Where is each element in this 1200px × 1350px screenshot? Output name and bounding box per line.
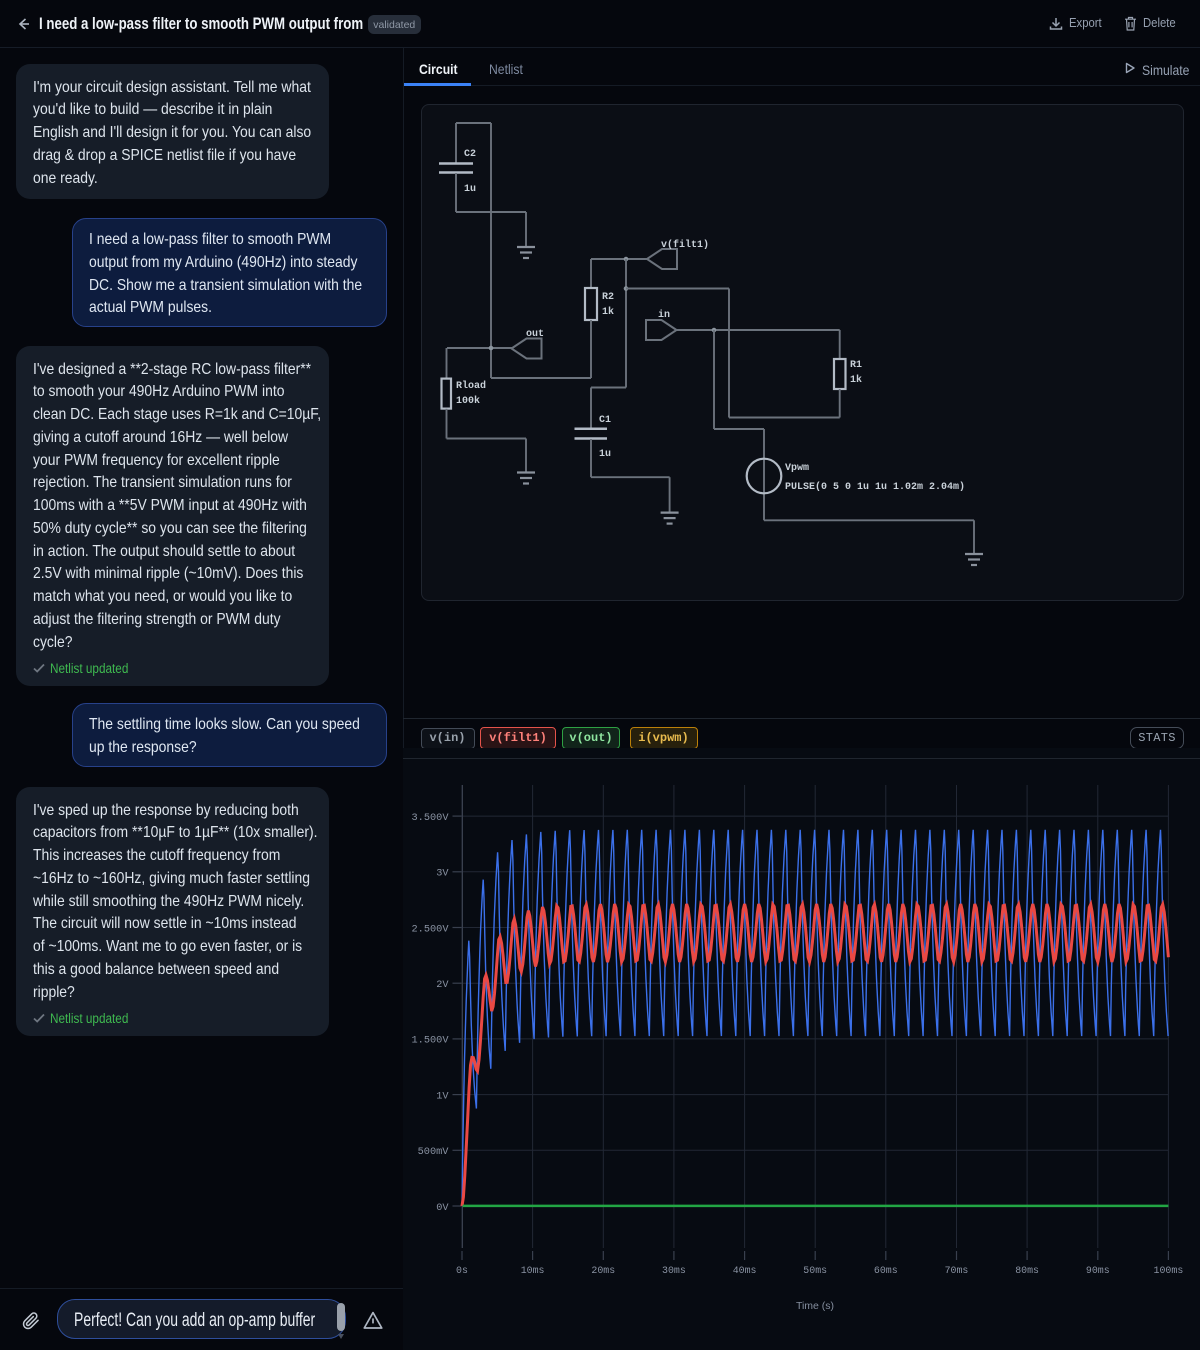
svg-text:2V: 2V xyxy=(436,979,449,991)
svg-text:10ms: 10ms xyxy=(521,1266,545,1277)
svg-text:50ms: 50ms xyxy=(803,1266,827,1277)
svg-text:R2: R2 xyxy=(602,292,614,303)
svg-text:v(filt1): v(filt1) xyxy=(661,239,709,251)
svg-text:1k: 1k xyxy=(602,306,614,318)
svg-text:3V: 3V xyxy=(436,868,449,880)
svg-text:1.500V: 1.500V xyxy=(412,1035,450,1047)
svg-text:1u: 1u xyxy=(599,449,611,460)
svg-text:out: out xyxy=(526,329,544,340)
svg-text:100k: 100k xyxy=(456,395,480,407)
svg-text:0V: 0V xyxy=(436,1202,449,1214)
svg-text:R1: R1 xyxy=(850,360,862,371)
svg-text:100ms: 100ms xyxy=(1154,1266,1184,1277)
svg-text:500mV: 500mV xyxy=(418,1146,450,1158)
svg-text:in: in xyxy=(658,309,670,321)
svg-text:80ms: 80ms xyxy=(1015,1266,1039,1277)
svg-text:3.500V: 3.500V xyxy=(412,812,450,824)
svg-text:PULSE(0 5 0 1u 1u 1.02m 2.04m): PULSE(0 5 0 1u 1u 1.02m 2.04m) xyxy=(785,481,965,493)
svg-text:Rload: Rload xyxy=(456,380,486,392)
svg-text:70ms: 70ms xyxy=(945,1266,969,1277)
svg-text:C2: C2 xyxy=(464,149,476,160)
svg-text:20ms: 20ms xyxy=(591,1266,615,1277)
svg-text:Vpwm: Vpwm xyxy=(785,463,809,474)
svg-text:1u: 1u xyxy=(464,184,476,195)
svg-text:2.500V: 2.500V xyxy=(412,923,450,935)
svg-text:0s: 0s xyxy=(456,1266,468,1277)
svg-text:90ms: 90ms xyxy=(1086,1266,1110,1277)
svg-text:60ms: 60ms xyxy=(874,1266,898,1277)
svg-text:C1: C1 xyxy=(599,415,611,426)
svg-text:40ms: 40ms xyxy=(733,1266,757,1277)
svg-text:1V: 1V xyxy=(436,1090,449,1102)
svg-text:1k: 1k xyxy=(850,374,862,386)
svg-text:30ms: 30ms xyxy=(662,1266,686,1277)
